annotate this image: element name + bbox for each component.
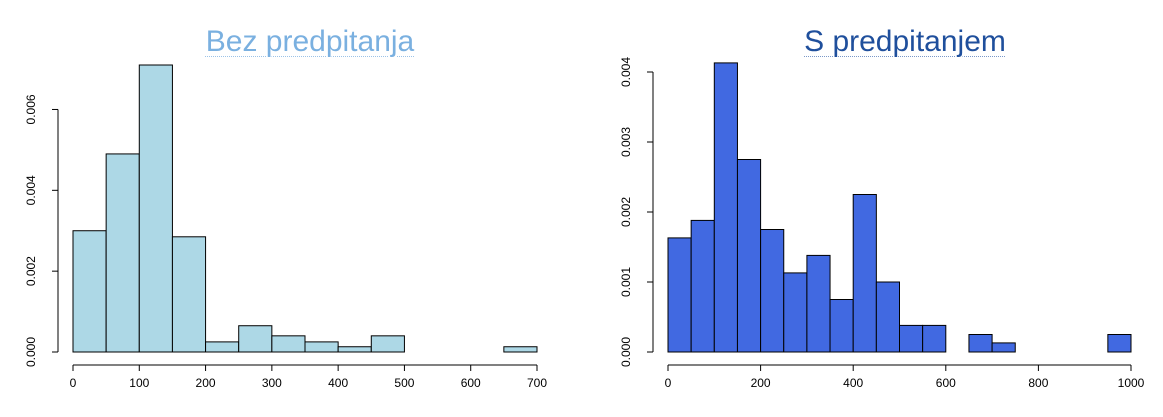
- x-tick-label: 600: [936, 376, 956, 390]
- y-tick-label: 0.004: [619, 57, 633, 87]
- y-tick-label: 0.004: [24, 175, 38, 205]
- x-tick-label: 800: [1028, 376, 1048, 390]
- x-tick-label: 600: [461, 376, 481, 390]
- histogram-bar: [337, 346, 372, 353]
- x-tick-label: 200: [751, 376, 771, 390]
- x-tick-label: 500: [394, 376, 414, 390]
- histogram-bar: [829, 299, 854, 353]
- histogram-bar: [968, 334, 993, 353]
- histogram-bar: [736, 159, 762, 353]
- histogram-bar: [1107, 334, 1132, 353]
- histogram-bez-predpitanja: 0 100 200 300 400 500 600 700 0.000 0.002 0.004 0.0…: [24, 64, 547, 390]
- y-tick-label: 0.006: [24, 94, 38, 124]
- histogram-bar: [138, 64, 173, 353]
- x-tick-label: 400: [843, 376, 863, 390]
- x-tick-label: 0: [665, 376, 672, 390]
- y-tick-label: 0.002: [619, 197, 633, 227]
- y-tick-label: 0.003: [619, 127, 633, 157]
- histogram-bar: [370, 335, 405, 353]
- histogram-bar: [852, 194, 877, 353]
- histogram-bar: [271, 335, 306, 353]
- histogram-bar: [991, 342, 1016, 353]
- x-tick-label: 300: [262, 376, 282, 390]
- x-tick-label: 400: [328, 376, 348, 390]
- x-tick-label: 100: [129, 376, 149, 390]
- histogram-bar: [760, 229, 785, 353]
- histogram-bar: [171, 236, 207, 353]
- x-tick-label: 1000: [1118, 376, 1145, 390]
- y-tick-label: 0.002: [24, 256, 38, 286]
- histogram-bar: [783, 272, 808, 353]
- histogram-bar: [205, 341, 240, 353]
- histogram-bar: [806, 254, 831, 353]
- x-tick-label: 700: [527, 376, 547, 390]
- chart-title-bez-predpitanja: Bez predpitanja: [205, 25, 415, 58]
- histogram-bar: [238, 325, 273, 353]
- y-tick-label: 0.000: [619, 337, 633, 367]
- histogram-bar: [105, 153, 140, 353]
- histogram-bar: [667, 237, 692, 353]
- histogram-bar: [713, 62, 738, 353]
- histogram-bar: [690, 219, 715, 353]
- chart-title-s-predpitanjem: S predpitanjem: [804, 25, 1006, 58]
- x-tick-label: 200: [196, 376, 216, 390]
- y-tick-label: 0.000: [24, 337, 38, 367]
- histogram-bar: [922, 324, 947, 353]
- histogram-bar: [304, 341, 339, 353]
- histogram-bar: [875, 281, 901, 353]
- y-tick-label: 0.001: [619, 267, 633, 297]
- histogram-bar: [899, 324, 924, 353]
- x-tick-label: 0: [70, 376, 77, 390]
- histogram-s-predpitanjem: 0 200 400 600 800 1000 0.000 0.001 0.002 0.003 0.0…: [619, 57, 1145, 390]
- histogram-bar: [72, 230, 107, 353]
- histogram-bar: [503, 346, 538, 353]
